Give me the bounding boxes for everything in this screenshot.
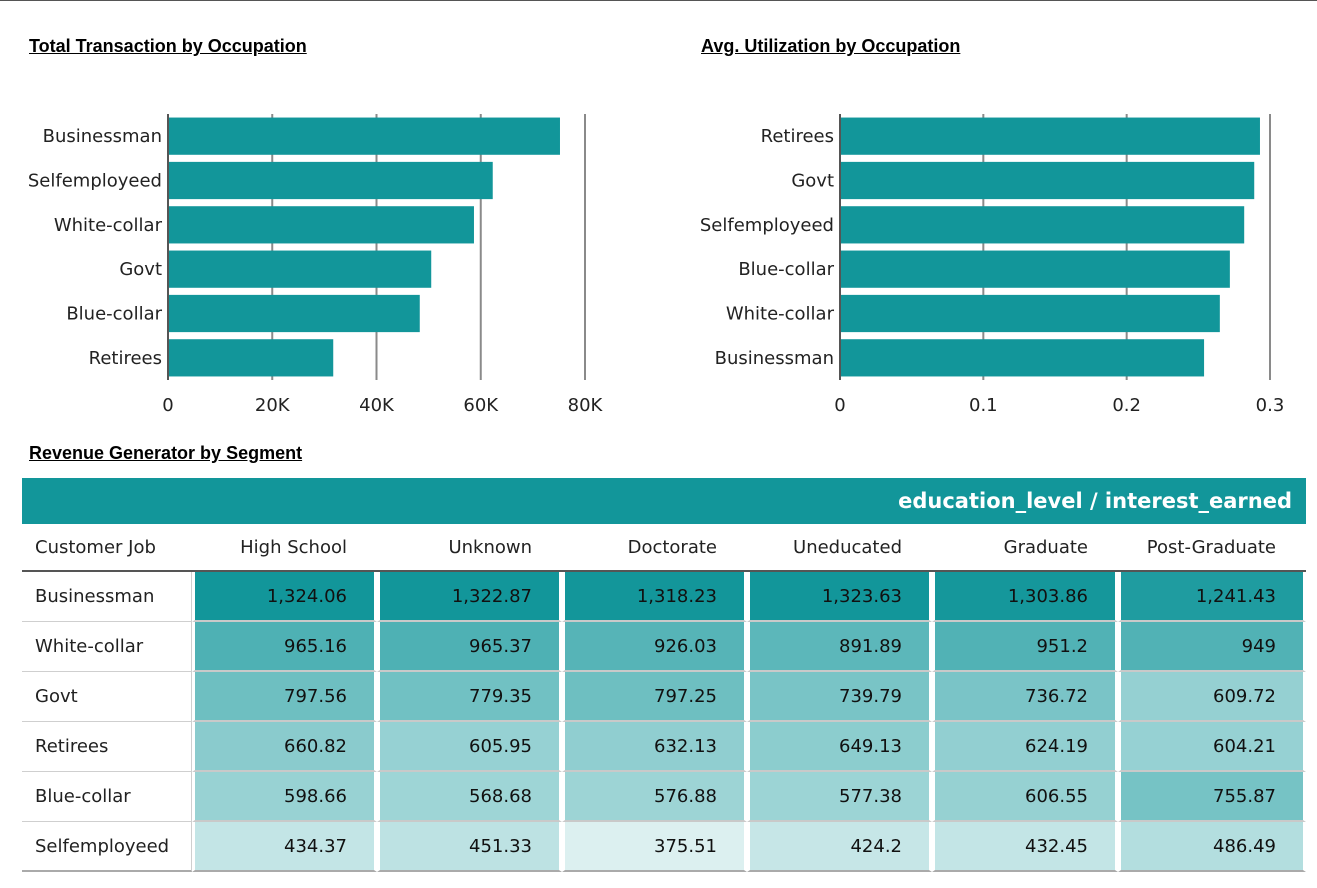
row-label: Govt — [22, 672, 192, 722]
table-title: Revenue Generator by Segment — [29, 443, 303, 463]
heatmap-cell: 606.55 — [932, 772, 1118, 822]
bar[interactable] — [841, 206, 1245, 244]
row-label: Retirees — [22, 722, 192, 772]
bar[interactable] — [169, 294, 420, 333]
tick-label: 0.3 — [1256, 395, 1285, 416]
category-label: White-collar — [726, 304, 835, 325]
column-header[interactable]: Graduate — [932, 524, 1118, 572]
category-label: Retirees — [89, 348, 162, 369]
heatmap-cell: 598.66 — [192, 772, 377, 822]
tick-label: 60K — [463, 395, 499, 416]
heatmap-cell: 891.89 — [747, 622, 932, 672]
table-row: Retirees 660.82 605.95 632.13 649.13 624.19 60… — [22, 722, 1306, 772]
heatmap-cell: 424.2 — [747, 822, 932, 872]
table-row: Selfemployeed 434.37 451.33 375.51 424.2 432.… — [22, 822, 1306, 872]
table-row: White-collar 965.16 965.37 926.03 891.89 951.… — [22, 622, 1306, 672]
right-chart-title: Avg. Utilization by Occupation — [701, 36, 961, 56]
row-label: Selfemployeed — [22, 822, 192, 872]
heatmap-cell: 926.03 — [562, 622, 747, 672]
column-header[interactable]: Doctorate — [562, 524, 747, 572]
heatmap-cell: 949 — [1118, 622, 1306, 672]
category-label: Businessman — [43, 126, 162, 147]
heatmap-cell: 797.25 — [562, 672, 747, 722]
tick-label: 20K — [255, 395, 291, 416]
category-label: Blue-collar — [66, 304, 162, 325]
left-chart-title: Total Transaction by Occupation — [29, 36, 307, 56]
bar[interactable] — [841, 294, 1220, 333]
bar[interactable] — [841, 339, 1205, 377]
tick-label: 0.1 — [969, 395, 998, 416]
heatmap-cell: 739.79 — [747, 672, 932, 722]
heatmap-cell: 965.16 — [192, 622, 377, 672]
heatmap-grid: Customer Job High School Unknown Doctorate U… — [22, 524, 1306, 872]
heatmap-cell: 451.33 — [377, 822, 562, 872]
category-label: Retirees — [761, 126, 834, 147]
heatmap-cell: 1,318.23 — [562, 572, 747, 622]
heatmap-cell: 755.87 — [1118, 772, 1306, 822]
category-label: Govt — [119, 259, 162, 280]
heatmap-cell: 649.13 — [747, 722, 932, 772]
revenue-heatmap-table: education_level / interest_earned Custom… — [22, 478, 1306, 872]
bar[interactable] — [169, 339, 334, 377]
tick-label: 40K — [359, 395, 395, 416]
column-header[interactable]: Uneducated — [747, 524, 932, 572]
row-label: Blue-collar — [22, 772, 192, 822]
heatmap-cell: 779.35 — [377, 672, 562, 722]
heatmap-cell: 432.45 — [932, 822, 1118, 872]
row-label: White-collar — [22, 622, 192, 672]
row-label: Businessman — [22, 572, 192, 622]
category-label: White-collar — [54, 215, 163, 236]
heatmap-cell: 965.37 — [377, 622, 562, 672]
category-label: Govt — [791, 171, 834, 192]
heatmap-cell: 1,241.43 — [1118, 572, 1306, 622]
heatmap-cell: 1,322.87 — [377, 572, 562, 622]
column-header[interactable]: High School — [192, 524, 377, 572]
tick-label: 0 — [162, 395, 173, 416]
heatmap-cell: 660.82 — [192, 722, 377, 772]
heatmap-cell: 375.51 — [562, 822, 747, 872]
heatmap-cell: 1,303.86 — [932, 572, 1118, 622]
heatmap-cell: 604.21 — [1118, 722, 1306, 772]
tick-label: 0.2 — [1112, 395, 1141, 416]
category-label: Selfemployeed — [700, 215, 834, 236]
table-row: Blue-collar 598.66 568.68 576.88 577.38 606.5… — [22, 772, 1306, 822]
bar[interactable] — [841, 117, 1260, 155]
column-header[interactable]: Post-Graduate — [1118, 524, 1306, 572]
bar[interactable] — [841, 161, 1255, 200]
heatmap-cell: 624.19 — [932, 722, 1118, 772]
column-header[interactable]: Unknown — [377, 524, 562, 572]
heatmap-cell: 486.49 — [1118, 822, 1306, 872]
tick-label: 80K — [568, 395, 604, 416]
transaction-bar-chart: Businessman Selfemployeed White-collar Govt… — [28, 114, 604, 416]
heatmap-cell: 1,323.63 — [747, 572, 932, 622]
category-label: Selfemployeed — [28, 171, 162, 192]
utilization-bar-chart: Retirees Govt Selfemployeed Blue-collar Whit… — [700, 114, 1285, 416]
heatmap-cell: 568.68 — [377, 772, 562, 822]
bar[interactable] — [169, 161, 493, 200]
table-row: Govt 797.56 779.35 797.25 739.79 736.72 609.72 — [22, 672, 1306, 722]
heatmap-cell: 797.56 — [192, 672, 377, 722]
bar[interactable] — [169, 250, 432, 288]
heatmap-cell: 951.2 — [932, 622, 1118, 672]
heatmap-cell: 434.37 — [192, 822, 377, 872]
table-row: Businessman 1,324.06 1,322.87 1,318.23 1,323… — [22, 572, 1306, 622]
table-header-bar: education_level / interest_earned — [22, 478, 1306, 524]
heatmap-cell: 577.38 — [747, 772, 932, 822]
heatmap-cell: 576.88 — [562, 772, 747, 822]
heatmap-cell: 605.95 — [377, 722, 562, 772]
bar[interactable] — [841, 250, 1230, 288]
row-header-label: Customer Job — [22, 524, 192, 572]
bar[interactable] — [169, 117, 560, 155]
heatmap-cell: 736.72 — [932, 672, 1118, 722]
heatmap-cell: 609.72 — [1118, 672, 1306, 722]
top-border — [0, 0, 1317, 1]
category-label: Businessman — [715, 348, 834, 369]
tick-label: 0 — [834, 395, 845, 416]
category-label: Blue-collar — [738, 259, 834, 280]
bar[interactable] — [169, 206, 474, 244]
heatmap-cell: 1,324.06 — [192, 572, 377, 622]
heatmap-cell: 632.13 — [562, 722, 747, 772]
